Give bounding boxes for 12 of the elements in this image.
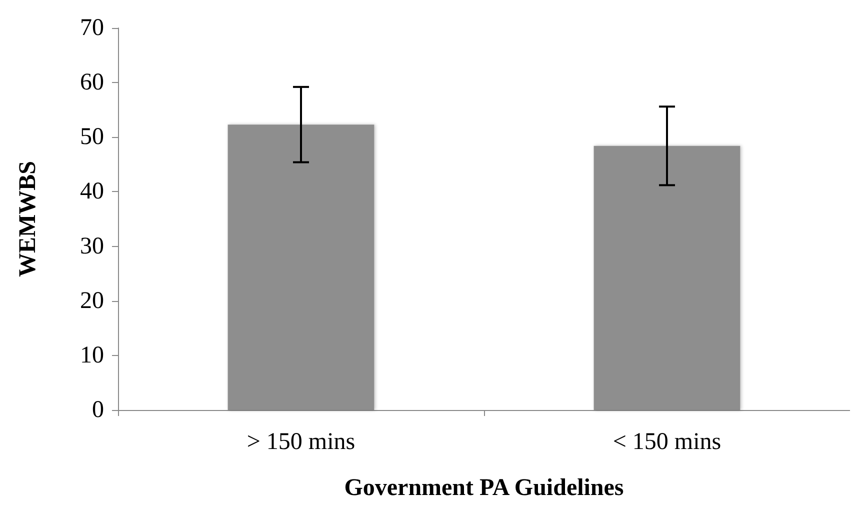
x-axis-title: Government PA Guidelines (344, 475, 624, 501)
y-tick-label: 10 (80, 342, 104, 368)
y-tick-label: 60 (80, 70, 104, 96)
x-tick-label: > 150 mins (246, 429, 356, 455)
y-tick-label: 40 (80, 178, 104, 205)
y-tick-label: 50 (80, 124, 104, 150)
x-tick-label: < 150 mins (612, 429, 722, 455)
y-tick-label: 0 (92, 397, 104, 423)
y-tick-label: 70 (80, 15, 104, 41)
y-tick-label: 30 (80, 233, 104, 260)
y-tick-label: 20 (80, 288, 104, 314)
y-axis-title: WEMWBS (15, 160, 41, 278)
